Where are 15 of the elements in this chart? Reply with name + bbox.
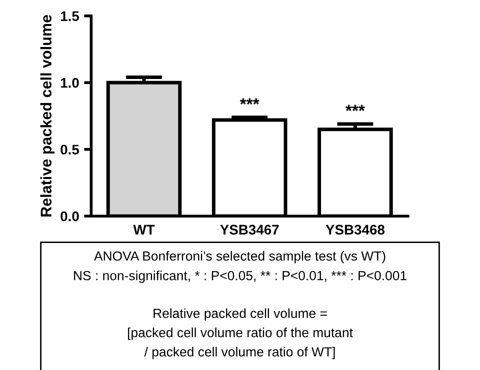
text: / packed cell volume ratio of WT] (144, 346, 335, 360)
text: [packed cell volume ratio of the mutant (128, 328, 353, 340)
text: NS : non-significant, * : P<0.05, ** : P<0.01, *** : P<0.001 (74, 270, 406, 283)
x-tick-label: WT (133, 224, 155, 234)
y-tick-label: 1.0 (60, 78, 79, 88)
y-tick-label: 1.5 (60, 11, 80, 22)
text: Relative packed cell volume = (154, 308, 327, 321)
x-tick-label: YSB3468 (326, 224, 384, 235)
y-tick-label: 0.5 (60, 144, 80, 155)
x-tick-label: YSB3467 (220, 224, 279, 235)
annotation: *** (240, 98, 260, 104)
text: ANOVA Bonferroni’s selected sample test (vs WT) (94, 251, 386, 264)
y-axis-title: Relative packed cell volume (40, 15, 55, 216)
annotation: *** (346, 104, 365, 112)
y-tick-label: 0.0 (60, 211, 79, 222)
